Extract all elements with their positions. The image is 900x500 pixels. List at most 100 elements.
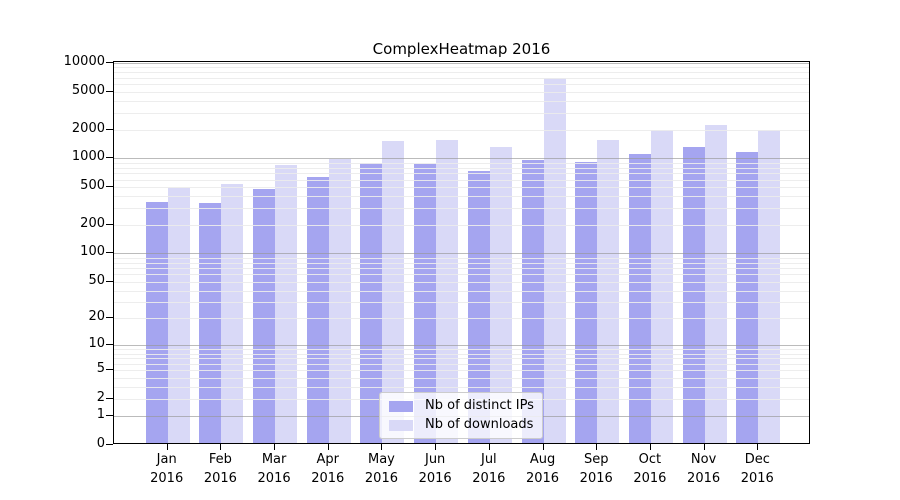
x-tick-label: Oct 2016 [633, 452, 667, 486]
bar-downloads-dec [758, 129, 781, 443]
y-tick-label: 5 [96, 361, 105, 377]
x-tick-label: Aug 2016 [525, 452, 560, 486]
y-tick-label: 2 [96, 390, 105, 405]
gridline-minor [114, 129, 809, 131]
x-tick-mark [166, 444, 168, 450]
x-tick-mark [542, 444, 544, 450]
bar-downloads-mar [275, 165, 298, 443]
gridline-minor [114, 77, 809, 79]
bar-downloads-aug [543, 77, 566, 443]
gridline-major [114, 345, 809, 347]
gridline-major [114, 158, 809, 160]
bar-distinct-ips-sep [575, 161, 598, 443]
x-tick-label: Jan 2016 [150, 452, 184, 486]
gridline-minor [114, 167, 809, 169]
legend-row: Nb of distinct IPs [389, 399, 534, 413]
gridline-minor [114, 179, 809, 181]
y-tick-label: 1 [96, 406, 105, 422]
x-tick-mark [649, 444, 651, 450]
bar-downloads-jul [489, 147, 512, 443]
x-tick-mark [220, 444, 222, 450]
y-tick-mark [106, 317, 113, 319]
bar-distinct-ips-jun [414, 163, 437, 443]
bar-downloads-jan [167, 188, 190, 443]
gridline-minor [114, 72, 809, 74]
gridline-minor [114, 112, 809, 114]
gridline-minor [114, 84, 809, 86]
gridline-major [114, 63, 809, 65]
plot-area: Nb of distinct IPs Nb of downloads [113, 61, 810, 444]
bar-downloads-apr [328, 159, 351, 443]
gridline-minor [114, 162, 809, 164]
y-tick-label: 0 [96, 435, 105, 451]
gridline-minor [114, 290, 809, 292]
bar-distinct-ips-jan [145, 201, 168, 443]
gridline-minor [114, 363, 809, 365]
x-tick-mark [488, 444, 490, 450]
bar-distinct-ips-mar [253, 188, 276, 443]
gridline-minor [114, 196, 809, 198]
x-tick-mark [596, 444, 598, 450]
gridline-minor [114, 224, 809, 226]
y-tick-mark [106, 369, 113, 371]
bar-downloads-may [382, 140, 405, 443]
gridline-minor [114, 257, 809, 259]
y-tick-mark [106, 223, 113, 225]
bar-downloads-nov [704, 124, 727, 443]
x-tick-label: Feb 2016 [203, 452, 237, 486]
gridline-minor [114, 358, 809, 360]
gridline-minor [114, 262, 809, 264]
y-tick-mark [106, 157, 113, 159]
legend-label: Nb of distinct IPs [425, 398, 534, 413]
gridline-minor [114, 274, 809, 276]
x-tick-mark [435, 444, 437, 450]
x-tick-label: Jul 2016 [472, 452, 506, 486]
bar-downloads-oct [650, 129, 673, 443]
bar-distinct-ips-apr [306, 177, 329, 443]
y-tick-label: 100 [80, 244, 105, 260]
legend: Nb of distinct IPs Nb of downloads [379, 392, 543, 439]
bar-distinct-ips-aug [521, 160, 544, 443]
gridline-minor [114, 101, 809, 103]
y-tick-label: 1000 [71, 149, 105, 165]
y-tick-label: 500 [80, 178, 105, 194]
gridline-major [114, 253, 809, 255]
x-tick-mark [274, 444, 276, 450]
bar-downloads-feb [221, 183, 244, 443]
y-tick-label: 20 [88, 309, 105, 325]
x-tick-label: Sep 2016 [579, 452, 613, 486]
gridline-minor [114, 302, 809, 304]
gridline-minor [114, 267, 809, 269]
legend-swatch [389, 419, 413, 431]
y-tick-mark [106, 398, 113, 399]
y-tick-mark [106, 128, 113, 130]
gridline-minor [114, 349, 809, 351]
x-tick-mark [703, 444, 705, 450]
gridline-minor [114, 318, 809, 320]
x-tick-label: Nov 2016 [687, 452, 721, 486]
gridline-minor [114, 377, 809, 379]
y-tick-mark [106, 252, 113, 254]
y-tick-mark [106, 443, 113, 445]
y-tick-label: 50 [88, 272, 105, 288]
gridline-minor [114, 173, 809, 175]
bar-distinct-ips-nov [682, 146, 705, 443]
y-tick-mark [106, 344, 113, 346]
x-tick-label: Mar 2016 [257, 452, 291, 486]
x-tick-label: Jun 2016 [418, 452, 452, 486]
bar-distinct-ips-dec [736, 151, 759, 443]
y-tick-label: 5000 [71, 82, 105, 98]
y-tick-label: 2000 [71, 120, 105, 136]
x-tick-label: May 2016 [364, 452, 398, 486]
legend-swatch [389, 400, 413, 412]
y-tick-mark [106, 414, 113, 416]
gridline-minor [114, 91, 809, 93]
gridline-minor [114, 353, 809, 355]
gridline-minor [114, 370, 809, 372]
gridline-minor [114, 187, 809, 189]
bar-distinct-ips-jul [467, 170, 490, 443]
y-tick-mark [106, 62, 113, 64]
gridline-minor [114, 67, 809, 69]
bar-distinct-ips-feb [199, 203, 222, 443]
